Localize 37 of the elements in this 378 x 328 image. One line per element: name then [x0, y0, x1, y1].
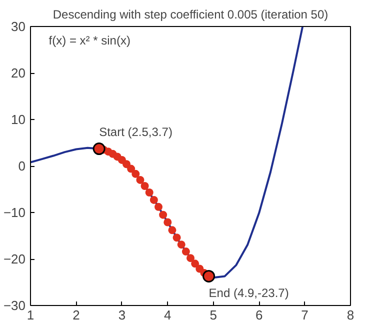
- point: [127, 164, 136, 173]
- point: [164, 218, 172, 226]
- x-tick-label: 5: [210, 308, 217, 322]
- point: [132, 170, 140, 178]
- x-tick-label: 6: [255, 308, 263, 322]
- point: [168, 226, 176, 234]
- point: [202, 270, 216, 282]
- point: [159, 210, 168, 219]
- y-tick-label: 10: [11, 112, 26, 127]
- point: [191, 260, 200, 268]
- y-tick-label: 0: [18, 158, 26, 174]
- point: [122, 160, 130, 168]
- point: [140, 182, 149, 190]
- chart-title: Descending with step coefficient 0.005 (iteration 50): [52, 8, 328, 22]
- point: [154, 202, 162, 211]
- x-tick-label: 4: [164, 308, 172, 322]
- x-tick-label: 3: [118, 308, 126, 322]
- annotation: f(x) = x² * sin(x): [48, 33, 130, 48]
- point: [172, 234, 181, 242]
- y-tick-label: 20: [11, 66, 26, 80]
- point: [182, 248, 190, 256]
- annotation: Start (2.5,3.7): [99, 124, 172, 139]
- x-tick-label: 7: [301, 308, 308, 322]
- y-tick-label: −30: [3, 298, 26, 313]
- point: [92, 142, 106, 156]
- point: [186, 254, 194, 262]
- y-tick-label: −20: [3, 252, 26, 266]
- annotation: End (4.9,-23.7): [208, 286, 289, 300]
- y-tick-label: 30: [11, 19, 26, 34]
- point: [150, 196, 158, 204]
- y-tick-label: −10: [3, 205, 26, 220]
- x-tick-label: 1: [26, 308, 34, 322]
- point: [136, 176, 144, 184]
- x-tick-label: 8: [346, 308, 354, 322]
- point: [177, 240, 186, 249]
- point: [145, 188, 154, 196]
- x-tick-label: 2: [72, 308, 80, 322]
